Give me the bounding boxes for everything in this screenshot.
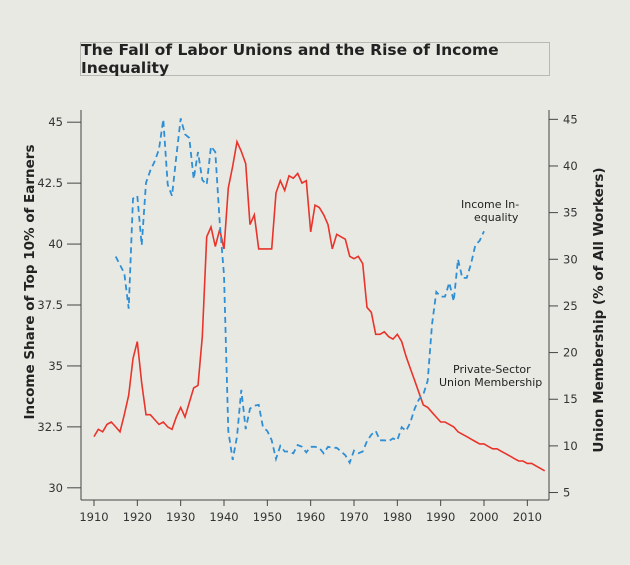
y-right-tick-label: 45 (563, 112, 578, 126)
y-right-ticks: 5 10 15 20 25 30 35 40 45 (549, 112, 578, 500)
x-tick-label: 1910 (79, 510, 108, 524)
x-tick-label: 1940 (209, 510, 238, 524)
x-tick-label: 1990 (426, 510, 455, 524)
x-tick-label: 2010 (513, 510, 542, 524)
y-right-tick-label: 40 (563, 159, 578, 173)
annotation-income-line2: equality (474, 211, 519, 224)
annotation-union-line1: Private-Sector (453, 363, 531, 376)
y-left-ticks: 30 32.5 35 37.5 40 42.5 45 (37, 115, 81, 495)
y-left-tick-label: 45 (48, 115, 63, 129)
annotation-union-line2: Union Membership (439, 376, 542, 389)
y-right-tick-label: 5 (563, 486, 570, 500)
y-right-tick-label: 10 (563, 439, 578, 453)
x-tick-label: 2000 (469, 510, 498, 524)
income-inequality-line (93, 138, 546, 472)
x-tick-label: 1970 (339, 510, 368, 524)
annotation-income-line1: Income In- (461, 198, 519, 211)
y-right-tick-label: 35 (563, 206, 578, 220)
y-left-tick-label: 32.5 (37, 420, 63, 434)
y-left-tick-label: 35 (48, 359, 63, 373)
x-ticks: 1910 1920 1930 1940 1950 1960 1970 1980 1990 2000… (79, 500, 542, 524)
x-tick-label: 1920 (123, 510, 152, 524)
y-left-tick-label: 40 (48, 237, 63, 251)
y-left-tick-label: 37.5 (37, 298, 63, 312)
x-tick-label: 1950 (253, 510, 282, 524)
y-right-tick-label: 30 (563, 252, 578, 266)
y-right-tick-label: 20 (563, 346, 578, 360)
y-left-tick-label: 42.5 (37, 176, 63, 190)
x-tick-label: 1960 (296, 510, 325, 524)
y-right-tick-label: 25 (563, 299, 578, 313)
y-left-tick-label: 30 (48, 481, 63, 495)
y-axis-right-title: Union Membership (% of All Workers) (591, 167, 607, 452)
y-right-tick-label: 15 (563, 392, 578, 406)
chart-title: The Fall of Labor Unions and the Rise of… (80, 41, 550, 77)
y-axis-left-title: Income Share of Top 10% of Earners (22, 144, 38, 419)
x-tick-label: 1930 (166, 510, 195, 524)
union-membership-line (114, 118, 485, 465)
x-tick-label: 1980 (383, 510, 412, 524)
